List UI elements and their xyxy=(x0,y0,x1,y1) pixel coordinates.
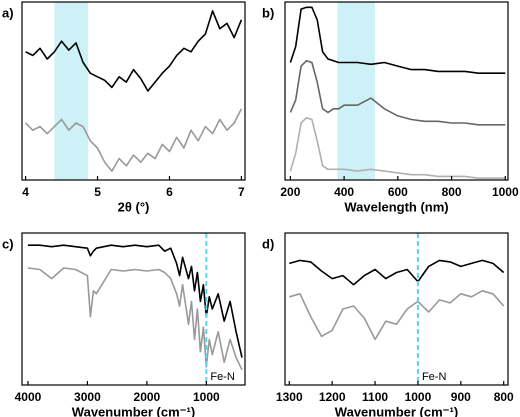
x-tick-label: 1000 xyxy=(492,185,519,199)
series-line xyxy=(289,290,505,341)
x-tick-label: 2000 xyxy=(134,390,161,404)
x-axis-label: Wavelength (nm) xyxy=(344,199,448,214)
series-line xyxy=(25,108,243,172)
series-line xyxy=(289,59,506,126)
x-tick-label: 1000 xyxy=(405,390,432,404)
highlight-band xyxy=(54,2,89,180)
x-tick-label: 1200 xyxy=(319,390,346,404)
plot-frame xyxy=(284,232,509,386)
x-tick-label: 200 xyxy=(280,185,300,199)
series-line xyxy=(289,116,506,179)
plot-frame xyxy=(21,1,246,181)
x-tick-label: 4000 xyxy=(15,390,42,404)
annotation-label: Fe-N xyxy=(210,371,235,383)
highlight-band xyxy=(337,2,376,180)
series-line xyxy=(289,259,505,286)
x-tick-label: 3000 xyxy=(74,390,101,404)
series-line xyxy=(289,6,506,74)
panel-label: c) xyxy=(2,236,14,251)
x-tick-label: 800 xyxy=(442,185,462,199)
x-tick-label: 600 xyxy=(388,185,408,199)
x-tick-label: 900 xyxy=(451,390,471,404)
x-axis-label: Wavenumber (cm⁻¹) xyxy=(335,404,458,417)
x-tick-label: 5 xyxy=(94,185,101,199)
plot-frame xyxy=(21,232,246,386)
panel-label: a) xyxy=(2,5,14,20)
series-line xyxy=(27,267,243,371)
x-tick-label: 1100 xyxy=(362,390,388,404)
x-axis-label: 2θ (°) xyxy=(118,199,150,214)
x-tick-label: 4 xyxy=(22,185,29,199)
series-line xyxy=(25,10,243,92)
panel-label: b) xyxy=(262,5,274,20)
series-line xyxy=(27,244,243,358)
x-tick-label: 400 xyxy=(334,185,354,199)
x-tick-label: 6 xyxy=(166,185,173,199)
x-axis-label: Wavenumber (cm⁻¹) xyxy=(72,404,195,417)
plot-frame xyxy=(284,1,509,181)
annotation-label: Fe-N xyxy=(422,371,447,383)
x-tick-label: 1000 xyxy=(193,390,220,404)
panel-label: d) xyxy=(262,236,274,251)
x-tick-label: 1300 xyxy=(276,390,303,404)
x-tick-label: 800 xyxy=(494,390,514,404)
x-tick-label: 7 xyxy=(238,185,245,199)
